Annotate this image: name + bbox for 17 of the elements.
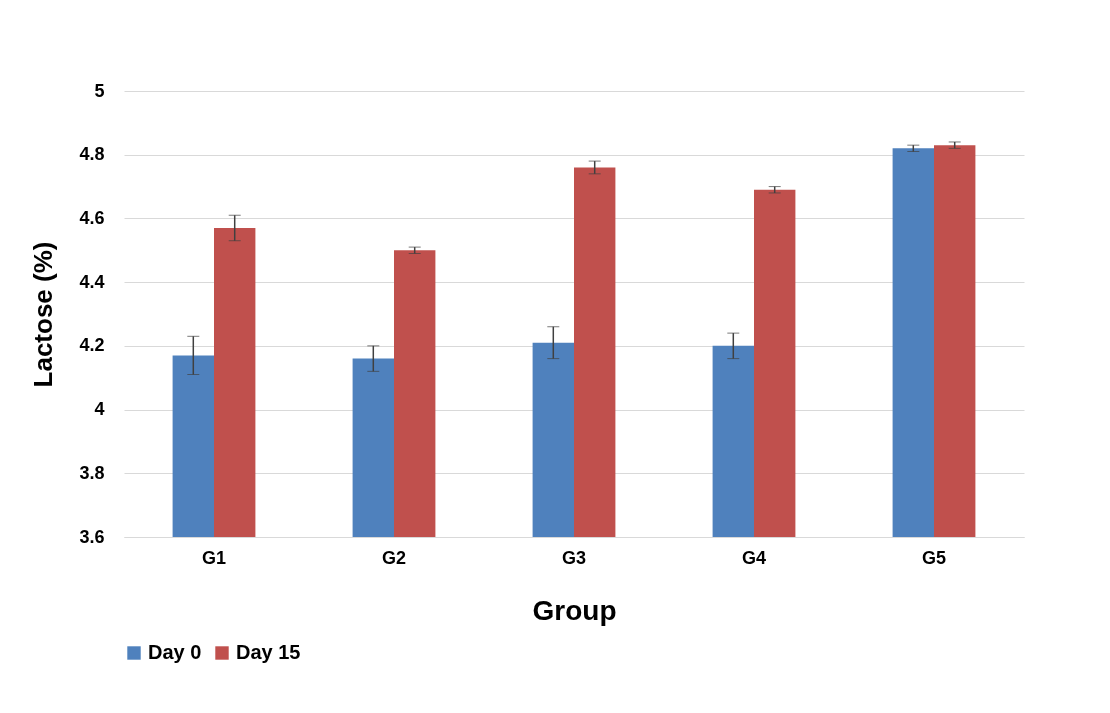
legend-label: Day 0 [148,641,202,663]
y-tick-label: 4.8 [79,144,105,165]
y-tick-label: 4.6 [79,207,105,228]
x-tick-label: G2 [381,547,407,568]
y-tick-label: 4.2 [79,335,105,356]
y-tick-label: 3.6 [79,526,105,547]
y-tick-label: 5 [94,80,105,101]
legend-label: Day 15 [236,641,301,663]
x-tick-label: G1 [201,547,227,568]
x-tick-label: G4 [741,547,767,568]
x-axis-title: Group [532,594,617,626]
y-tick-label: 4 [94,399,105,420]
y-tick-label: 3.8 [79,462,105,483]
y-axis-title: Lactose (%) [28,241,59,388]
x-tick-label: G3 [561,547,587,568]
x-tick-label: G5 [921,547,947,568]
y-tick-label: 4.4 [79,271,105,292]
